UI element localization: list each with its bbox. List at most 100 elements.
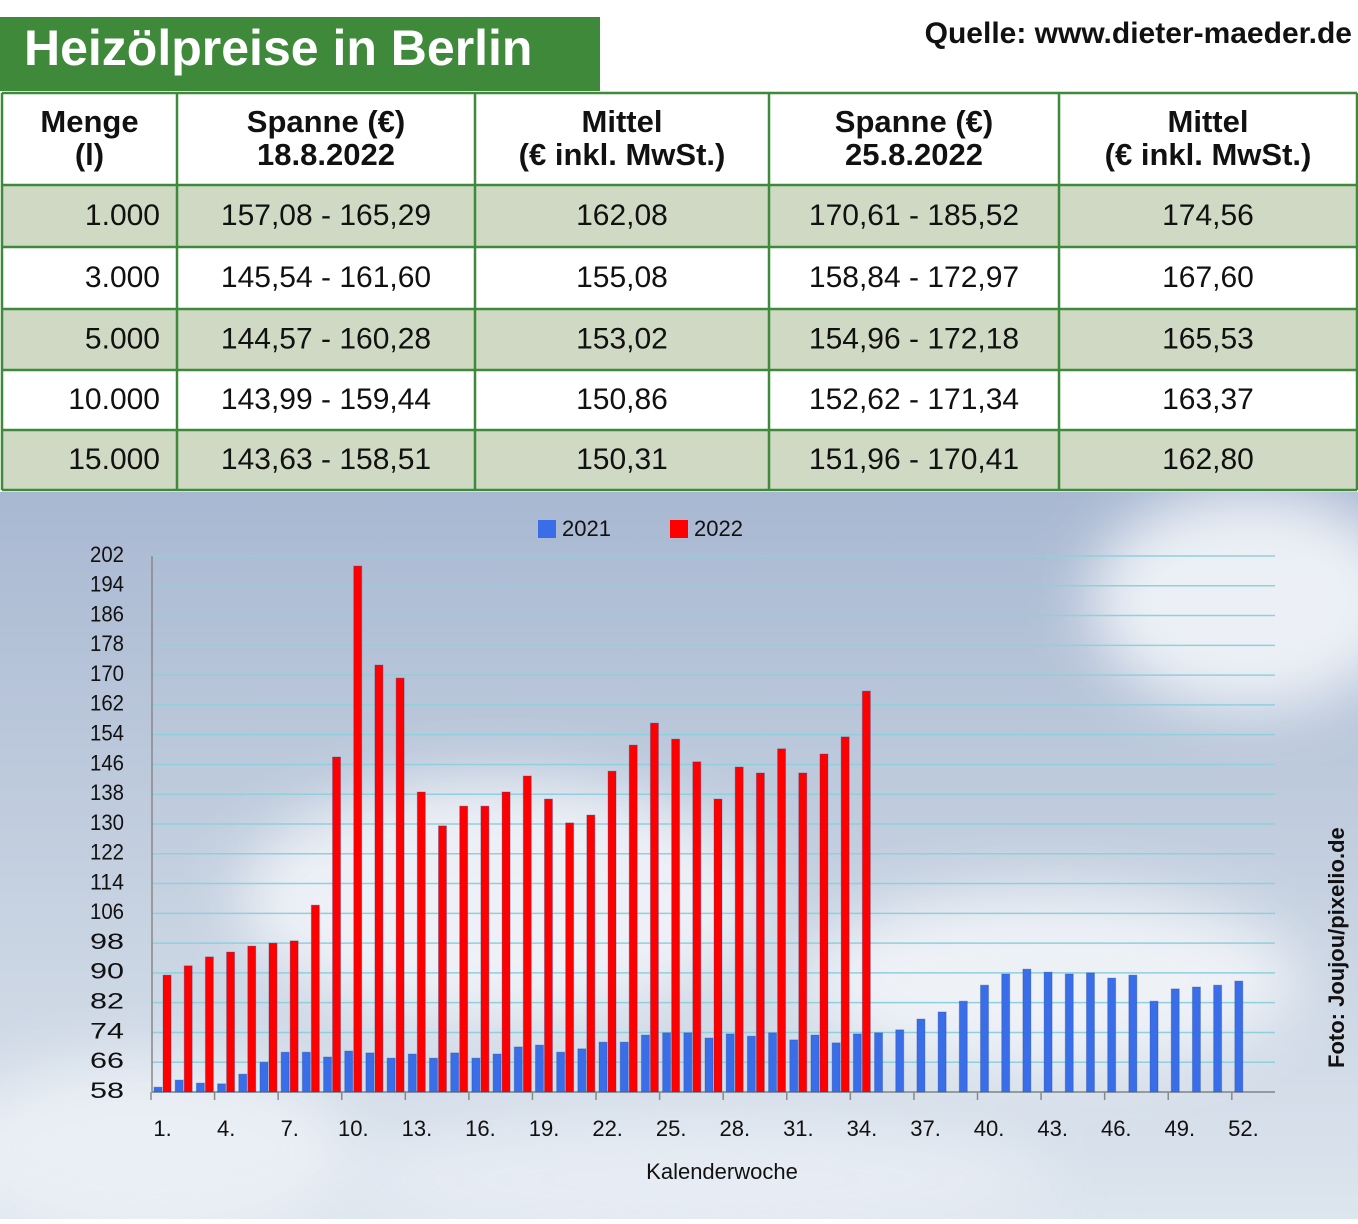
table-cell: 170,61 - 185,52 bbox=[809, 199, 1019, 232]
title-box bbox=[0, 17, 600, 91]
bar bbox=[301, 1051, 311, 1093]
table-cell: 10.000 bbox=[68, 383, 160, 416]
bar bbox=[438, 825, 447, 1093]
legend-swatch bbox=[538, 520, 556, 538]
bar bbox=[395, 677, 405, 1093]
legend-label: 2022 bbox=[694, 516, 743, 541]
y-tick-label: 138 bbox=[90, 780, 124, 805]
table-row bbox=[2, 430, 1357, 490]
legend-label: 2021 bbox=[562, 516, 611, 541]
bar bbox=[798, 772, 808, 1093]
title: Heizölpreise in Berlin bbox=[24, 20, 532, 76]
bar bbox=[840, 736, 850, 1093]
bar bbox=[1022, 968, 1032, 1093]
bar bbox=[280, 1051, 290, 1093]
table-cell: 154,96 - 172,18 bbox=[809, 322, 1019, 355]
y-tick-label: 58 bbox=[90, 1078, 124, 1103]
bar bbox=[831, 1042, 841, 1093]
bar bbox=[344, 1050, 354, 1093]
table-row bbox=[2, 370, 1357, 430]
bar bbox=[407, 1053, 417, 1093]
x-tick-label: 22. bbox=[592, 1116, 623, 1141]
column-header: Spanne (€) bbox=[835, 104, 993, 139]
bar bbox=[810, 1034, 820, 1093]
x-tick-label: 31. bbox=[783, 1116, 814, 1141]
bar bbox=[671, 738, 681, 1093]
y-tick-label: 170 bbox=[90, 661, 124, 686]
table-row bbox=[2, 247, 1357, 309]
bar bbox=[259, 1061, 269, 1093]
bar bbox=[522, 775, 532, 1093]
table-row bbox=[2, 309, 1357, 370]
bar bbox=[1085, 972, 1095, 1093]
bar bbox=[768, 1032, 778, 1093]
bar bbox=[725, 1033, 735, 1093]
bar bbox=[734, 766, 744, 1093]
bar bbox=[217, 1083, 227, 1093]
bar bbox=[310, 904, 320, 1093]
column-header: (€ inkl. MwSt.) bbox=[519, 137, 726, 172]
bar bbox=[916, 1018, 926, 1093]
bar bbox=[386, 1057, 396, 1093]
table-cell: 162,80 bbox=[1162, 443, 1254, 476]
y-tick-label: 90 bbox=[90, 959, 124, 984]
bar bbox=[332, 756, 342, 1093]
bar bbox=[174, 1079, 184, 1093]
bar bbox=[874, 1032, 884, 1093]
bar bbox=[598, 1041, 608, 1093]
bar bbox=[1043, 971, 1053, 1093]
column-header: Mittel bbox=[582, 104, 663, 139]
bar bbox=[226, 951, 236, 1093]
column-header: Mittel bbox=[1168, 104, 1249, 139]
table-cell: 150,86 bbox=[576, 383, 668, 416]
bar bbox=[1191, 986, 1201, 1093]
chart: 58 66 74 82 90 98 106 114 122 130 138 146 154 162 170 1… bbox=[90, 516, 1275, 1184]
table-cell: 145,54 - 161,60 bbox=[221, 261, 431, 294]
bar bbox=[628, 744, 638, 1093]
table-cell: 144,57 - 160,28 bbox=[221, 322, 431, 355]
bar bbox=[819, 753, 829, 1093]
bar bbox=[459, 805, 469, 1093]
table-cell: 143,63 - 158,51 bbox=[221, 443, 431, 476]
bar bbox=[958, 1000, 968, 1093]
y-tick-label: 202 bbox=[90, 542, 124, 567]
bar bbox=[619, 1041, 629, 1093]
bar bbox=[471, 1057, 481, 1093]
source: Quelle: www.dieter-maeder.de bbox=[925, 17, 1352, 50]
y-tick-label: 130 bbox=[90, 810, 124, 835]
bar bbox=[429, 1057, 438, 1093]
bar bbox=[777, 748, 787, 1093]
table-row bbox=[2, 185, 1357, 247]
bar bbox=[861, 690, 871, 1093]
table-cell: 151,96 - 170,41 bbox=[809, 443, 1019, 476]
bar bbox=[640, 1034, 650, 1093]
column-header: Spanne (€) bbox=[247, 104, 405, 139]
x-tick-label: 28. bbox=[719, 1116, 750, 1141]
bar bbox=[480, 805, 490, 1093]
bar bbox=[247, 945, 257, 1093]
table-cell: 150,31 bbox=[576, 443, 668, 476]
table-cell: 163,37 bbox=[1162, 383, 1254, 416]
bar bbox=[450, 1052, 460, 1093]
bar bbox=[565, 822, 575, 1093]
x-tick-label: 16. bbox=[465, 1116, 496, 1141]
x-tick-label: 7. bbox=[281, 1116, 299, 1141]
bar bbox=[852, 1033, 862, 1093]
bar bbox=[1107, 977, 1117, 1093]
bar bbox=[204, 956, 214, 1093]
table-cell: 5.000 bbox=[85, 322, 160, 355]
bar bbox=[789, 1039, 799, 1093]
bar bbox=[501, 791, 511, 1093]
bar bbox=[649, 722, 659, 1093]
bar bbox=[153, 1086, 163, 1093]
bar bbox=[586, 814, 596, 1093]
table-cell: 167,60 bbox=[1162, 261, 1254, 294]
bar bbox=[895, 1029, 905, 1093]
x-tick-label: 37. bbox=[910, 1116, 941, 1141]
bar bbox=[980, 984, 989, 1093]
bar bbox=[692, 761, 702, 1093]
bar bbox=[1234, 980, 1244, 1093]
bar bbox=[492, 1053, 502, 1093]
